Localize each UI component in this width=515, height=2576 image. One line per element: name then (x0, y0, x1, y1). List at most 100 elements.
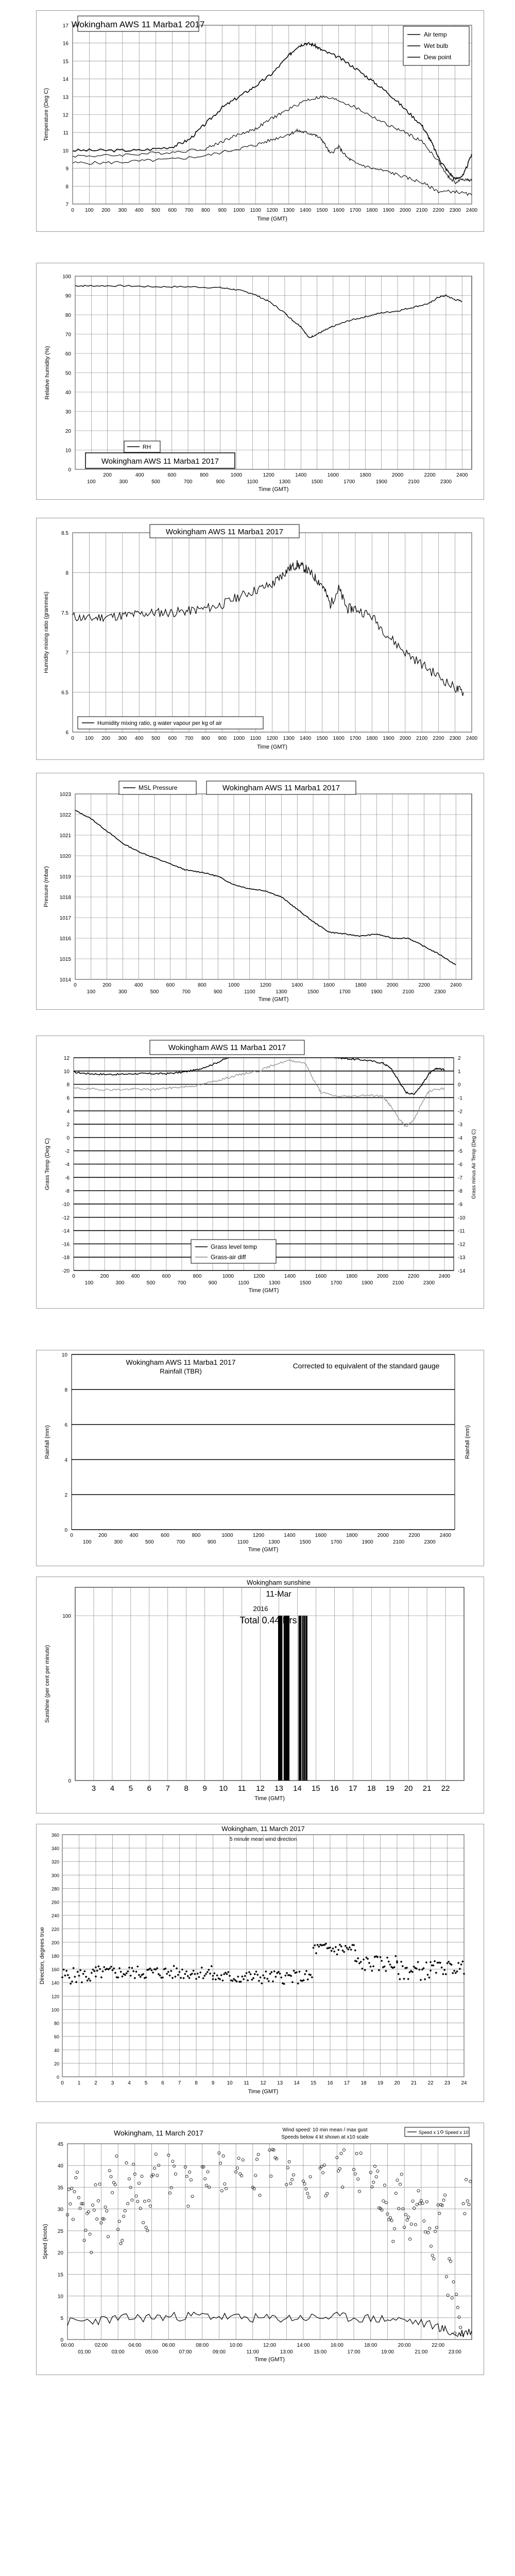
gust-point (426, 2231, 430, 2234)
gust-point (167, 2154, 170, 2157)
direction-point (289, 1974, 293, 1977)
direction-point (169, 1970, 173, 1972)
series-line-1 (72, 95, 472, 184)
gust-point (380, 2208, 384, 2212)
direction-point (291, 1981, 294, 1984)
gust-point (324, 2194, 328, 2198)
sunshine-bar (302, 1616, 304, 1781)
gust-point (393, 2227, 397, 2230)
y-tick-label: 1016 (60, 936, 72, 942)
gust-point (239, 2174, 243, 2178)
x-tick-label: 1800 (366, 736, 378, 741)
series-line-2 (72, 128, 472, 196)
y-axis-label: Humidity mixing ratio (grammes) (43, 591, 49, 673)
gust-point (173, 2164, 176, 2168)
series-line-0 (72, 560, 464, 696)
gust-point (171, 2159, 175, 2163)
gust-point (434, 2230, 437, 2233)
legend-label: Grass-air diff (211, 1253, 246, 1261)
direction-point (391, 1967, 394, 1969)
y-tick-label: 10 (64, 1069, 70, 1075)
direction-point (354, 1949, 357, 1952)
gust-point (463, 2212, 467, 2215)
gust-point (419, 2199, 423, 2202)
x-tick-label: 18:00 (364, 2343, 377, 2348)
x-tick-label: 2000 (392, 472, 404, 478)
y-tick-label: 16 (63, 41, 69, 47)
y-axis-label: Rainfall (mm) (44, 1425, 50, 1459)
gust-point (446, 2294, 450, 2297)
gust-point (81, 2202, 84, 2206)
y-tick-label: 160 (52, 1967, 59, 1972)
x-tick-label: 15 (312, 1784, 320, 1793)
direction-point (224, 1971, 227, 1974)
gust-point (404, 2213, 407, 2216)
gust-point (414, 2223, 417, 2227)
gust-point (384, 2201, 388, 2205)
gust-point (71, 2217, 75, 2221)
gust-point (431, 2253, 434, 2257)
direction-point (294, 1971, 297, 1974)
x-tick-label: 12 (260, 2080, 266, 2086)
gust-point (70, 2187, 74, 2190)
x-tick-label: 200 (103, 472, 112, 478)
direction-point (222, 1973, 226, 1976)
x-tick-label: 20 (394, 2080, 400, 2086)
x-tick-label: 2000 (377, 1274, 389, 1279)
grass-temp-chart-panel: 0 200 400 600 800 1000 1200 1400 1600 1800 2000 220… (36, 1036, 484, 1309)
y-tick-label: 1021 (60, 833, 72, 839)
x-tick-label: 2000 (400, 736, 411, 741)
direction-point (96, 1969, 99, 1972)
gust-point (335, 2156, 339, 2159)
gust-point (338, 2167, 341, 2171)
direction-point (385, 1970, 387, 1972)
y-tick-label: 4 (64, 1458, 67, 1463)
y-right-tick-label: 1 (458, 1069, 461, 1075)
x-tick-label: 20 (404, 1784, 413, 1793)
gust-point (355, 2152, 358, 2156)
x-tick-label: 1000 (221, 1533, 233, 1538)
direction-point (200, 1966, 203, 1969)
legend-label: Air temp (424, 31, 447, 38)
direction-point (341, 1949, 344, 1952)
temperature-chart-panel: 0 100 200 300 400 500 600 700 800 900 1000 1100 1200… (36, 10, 484, 232)
gust-point (191, 2195, 194, 2198)
y-tick-label: -6 (65, 1175, 70, 1181)
direction-point (359, 1960, 362, 1963)
gust-point (108, 2169, 111, 2173)
x-tick-label: 600 (168, 208, 177, 213)
y-tick-label: 6 (65, 730, 68, 736)
gust-point (130, 2198, 134, 2202)
gust-point (255, 2158, 259, 2161)
gust-point (459, 2326, 462, 2329)
y-tick-label: 20 (65, 429, 72, 434)
gust-point (356, 2177, 360, 2181)
sunshine-chart-panel: 3 4 5 6 7 8 9 10 11 12 13 14 15 16 17 18 19 20 21 22 0 100 Tim… (36, 1577, 484, 1814)
x-tick-label: 0 (72, 1274, 75, 1279)
gust-point (220, 2189, 224, 2193)
gust-point (339, 2151, 343, 2155)
wind-direction-chart: 0 1 2 3 4 5 6 7 8 9 10 11 12 13 14 15 16 17 18 19 20 21 22 23 24… (39, 1825, 467, 2095)
y-tick-label: 7 (65, 650, 68, 656)
y-tick-label: 1018 (60, 895, 72, 901)
x-tick-label: 12 (256, 1784, 265, 1793)
x-tick-label: 1400 (295, 472, 307, 478)
gust-point (123, 2209, 127, 2212)
sunshine-bar (283, 1616, 285, 1781)
x-tick-label: 1700 (350, 736, 362, 741)
chart-note: 2016 (253, 1605, 268, 1613)
sunshine-bar (279, 1616, 281, 1781)
gust-point (189, 2178, 193, 2182)
x-tick-label: 300 (114, 1539, 123, 1545)
gust-point (374, 2175, 378, 2179)
direction-point (284, 1974, 287, 1977)
gust-point (125, 2161, 128, 2165)
y-tick-label: 20 (54, 2061, 59, 2066)
direction-point (226, 1973, 228, 1975)
x-tick-label: 2100 (416, 736, 428, 741)
direction-point (198, 1976, 200, 1978)
x-tick-label: 100 (85, 736, 94, 741)
x-tick-label: 18 (367, 1784, 376, 1793)
x-tick-label: 100 (87, 479, 96, 485)
gust-point (254, 2174, 258, 2177)
